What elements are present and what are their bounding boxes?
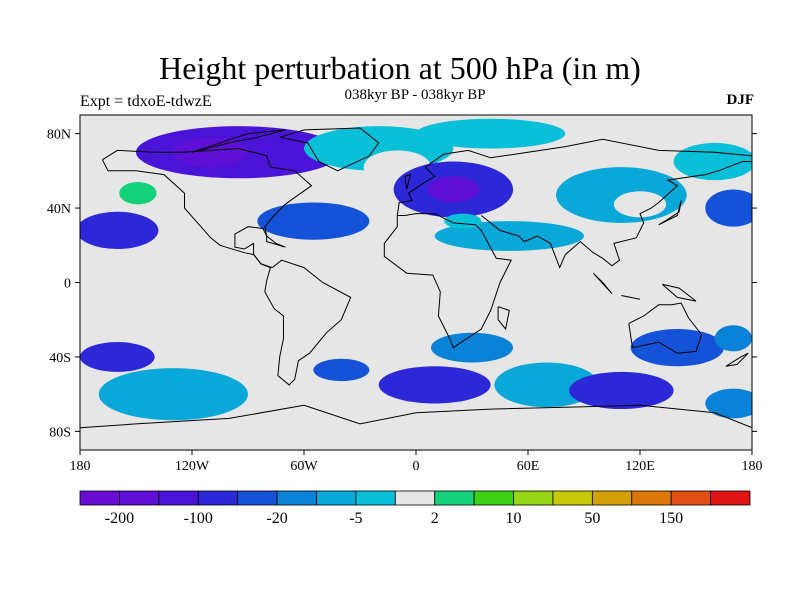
colorbar-label: 50: [584, 510, 600, 527]
colorbar-swatch: [434, 490, 475, 506]
colorbar-swatch: [237, 490, 278, 506]
anomaly-region: [378, 366, 491, 404]
colorbar-swatch: [513, 490, 554, 506]
colorbar-label: 10: [506, 510, 522, 527]
lat-tick-label: 40N: [47, 202, 71, 217]
coastline: [480, 161, 752, 269]
coastline: [404, 173, 412, 190]
lon-tick-label: 120W: [175, 459, 210, 474]
anomaly-region: [98, 368, 249, 421]
coastline: [725, 352, 749, 367]
experiment-label: Expt = tdxoE-tdwzE: [80, 93, 212, 110]
figure-title: Height perturbation at 500 hPa (in m): [159, 50, 641, 86]
anomaly-region: [80, 211, 159, 249]
colorbar-swatch: [591, 490, 633, 506]
anomaly-region: [80, 342, 155, 372]
coastlines: [80, 127, 752, 429]
colorbar-swatch: [394, 490, 436, 506]
coastline: [662, 283, 697, 302]
coastline: [383, 213, 512, 349]
coastline: [101, 159, 273, 269]
colorbar-label: -100: [184, 510, 213, 527]
colorbar-swatch: [355, 490, 396, 506]
height-anomaly-field: [80, 118, 752, 421]
lat-tick-label: 80S: [49, 425, 71, 440]
colorbar-swatch: [79, 490, 120, 506]
lat-tick-label: 40S: [49, 351, 71, 366]
anomaly-region: [569, 371, 674, 410]
coastline: [266, 235, 286, 248]
colorbar-label: -5: [349, 510, 362, 527]
coastline: [191, 129, 286, 153]
colorbar-swatch: [710, 490, 751, 506]
colorbar-label: 150: [659, 510, 683, 527]
anomaly-region: [714, 325, 752, 352]
coastline: [658, 200, 682, 226]
lon-tick-label: 60E: [517, 459, 540, 474]
lon-tick-label: 180: [70, 459, 91, 474]
anomaly-region: [173, 137, 248, 168]
anomaly-region: [673, 142, 752, 181]
coastline: [621, 295, 641, 300]
colorbar-swatch: [473, 490, 514, 506]
figure-subtitle: 038kyr BP - 038kyr BP: [344, 87, 486, 103]
colorbar-swatch: [276, 490, 317, 506]
anomaly-region: [427, 176, 480, 203]
coastline: [279, 127, 380, 172]
coastline: [80, 404, 752, 429]
anomaly-region: [705, 388, 752, 419]
colorbar: -200 -100 -20 -5 2 10 50 150: [79, 490, 751, 527]
lon-tick-label: 120E: [625, 459, 655, 474]
colorbar-swatch: [158, 490, 199, 506]
colorbar-label: -200: [105, 510, 134, 527]
coastline: [396, 138, 752, 216]
colorbar-label: 2: [431, 510, 439, 527]
coastline: [628, 302, 703, 354]
lon-tick-label: 60W: [290, 459, 318, 474]
colorbar-swatch: [119, 490, 160, 506]
colorbar-swatch: [552, 490, 593, 506]
lat-tick-label: 0: [64, 277, 71, 292]
colorbar-swatch: [197, 490, 239, 506]
colorbar-label: -20: [266, 510, 287, 527]
lon-tick-label: 180: [742, 459, 763, 474]
anomaly-region: [313, 358, 370, 382]
anomaly-region: [257, 202, 370, 240]
season-label: DJF: [726, 92, 755, 108]
anomaly-region: [630, 329, 724, 367]
anomaly-region: [119, 182, 157, 205]
colorbar-swatch: [316, 490, 357, 506]
colorbar-swatch: [631, 490, 672, 506]
lon-tick-label: 0: [413, 459, 420, 474]
lat-tick-label: 80N: [47, 128, 71, 143]
anomaly-region: [430, 332, 514, 363]
colorbar-swatch: [670, 490, 711, 506]
coastline: [592, 272, 613, 295]
anomaly-region: [613, 191, 667, 218]
anomaly-region: [416, 118, 566, 149]
anomaly-region: [705, 189, 752, 227]
axis-ticks: 80N 40N 0 40S 80S 180 120W 60W 0 60E 120E 180: [47, 128, 763, 474]
anomaly-region: [434, 221, 584, 251]
coastline: [497, 306, 510, 331]
